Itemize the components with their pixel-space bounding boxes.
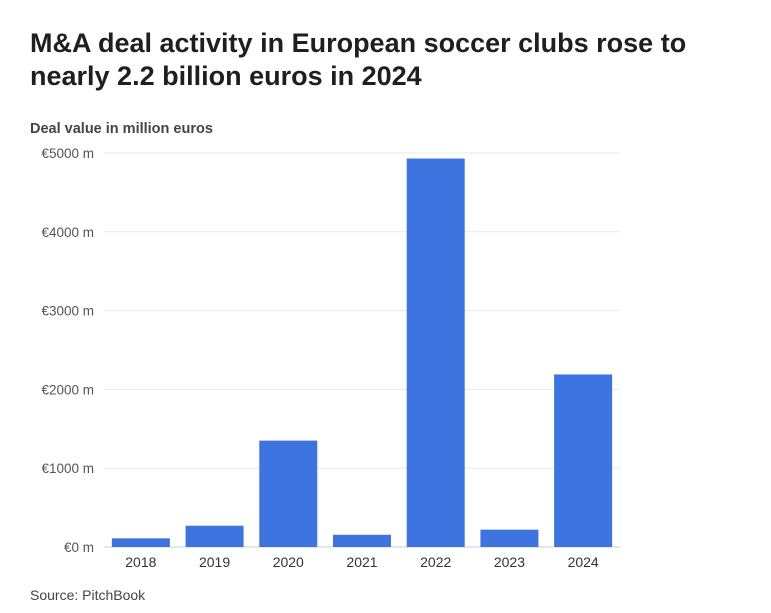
x-tick-label: 2019	[199, 554, 230, 570]
y-tick-label: €0 m	[64, 540, 94, 555]
bars	[111, 158, 613, 548]
bar-2020	[259, 440, 318, 547]
y-tick-label: €1000 m	[41, 461, 94, 476]
y-tick-label: €5000 m	[41, 146, 94, 161]
gridlines	[104, 152, 620, 548]
bar-2022	[406, 158, 465, 548]
x-tick-label: 2023	[494, 554, 525, 570]
y-tick-label: €2000 m	[41, 382, 94, 397]
x-axis-ticks: 2018 2019 2020 2021 2022 2023 2024	[125, 554, 599, 570]
bar-2019	[185, 525, 244, 547]
x-tick-label: 2022	[420, 554, 451, 570]
chart-title: M&A deal activity in European soccer clu…	[30, 28, 687, 91]
bar-2024	[554, 374, 613, 547]
y-tick-label: €3000 m	[41, 304, 94, 319]
y-tick-label: €4000 m	[41, 225, 94, 240]
y-axis-label: Deal value in million euros	[30, 121, 213, 137]
bar-2023	[480, 529, 539, 547]
x-tick-label: 2018	[125, 554, 156, 570]
x-tick-label: 2024	[568, 554, 599, 570]
source-note: Source: PitchBook	[30, 587, 146, 603]
x-tick-label: 2020	[273, 554, 304, 570]
y-axis-ticks: €0 m €1000 m €2000 m €3000 m €4000 m €5000 m	[41, 146, 94, 555]
x-tick-label: 2021	[346, 554, 377, 570]
bar-2018	[111, 538, 170, 547]
bar-2021	[333, 534, 391, 547]
